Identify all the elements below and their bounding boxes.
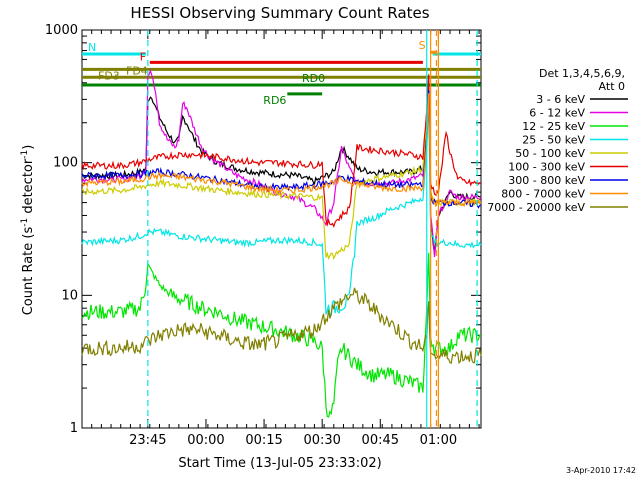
flag-label-fd4: FD4: [126, 64, 148, 77]
x-tick-label: 00:00: [187, 433, 224, 448]
plot-border: [81, 29, 482, 429]
legend-label: 100 - 300 keV: [508, 161, 585, 174]
legend-label: 3 - 6 keV: [536, 93, 585, 106]
x-tick-label: 23:45: [129, 433, 166, 448]
legend-label: 300 - 800 keV: [508, 174, 585, 187]
legend-label: 50 - 100 keV: [515, 147, 585, 160]
y-axis: 1 10 100 1000: [45, 23, 481, 436]
legend-label: 12 - 25 keV: [522, 120, 585, 133]
x-tick-label: 00:45: [362, 433, 399, 448]
series-line-7: [81, 93, 482, 208]
x-axis-label: Start Time (13-Jul-05 23:33:02): [178, 456, 381, 471]
flag-bars: NSFFD3FD4RD0RD6: [82, 39, 481, 107]
series-line-6: [81, 90, 482, 209]
legend-label: 7000 - 20000 keV: [487, 201, 585, 214]
legend-label: 6 - 12 keV: [529, 107, 585, 120]
legend-label: 25 - 50 keV: [522, 134, 585, 147]
x-tick-label: 00:30: [303, 433, 340, 448]
series-line-2: [81, 252, 482, 418]
plot-frame: [81, 29, 482, 429]
flag-label-s: S: [419, 39, 426, 52]
y-tick-label: 100: [53, 156, 78, 171]
y-tick-label: 10: [61, 288, 78, 303]
legend-header-line1: Det 1,3,4,5,6,9,: [539, 67, 625, 80]
vertical-markers: [147, 30, 478, 428]
legend-header-line2: Att 0: [599, 80, 625, 93]
flag-label-rd0: RD0: [302, 72, 325, 85]
y-axis-label: Count Rate (s-1 detector-1): [20, 145, 36, 316]
y-tick-label: 1: [70, 421, 78, 436]
series-line-4: [81, 73, 482, 261]
y-tick-label: 1000: [45, 23, 78, 38]
flag-label-rd6: RD6: [263, 94, 286, 107]
series-line-8: [81, 287, 482, 365]
footer-timestamp: 3-Apr-2010 17:42: [566, 466, 636, 475]
legend-label: 800 - 7000 keV: [501, 188, 585, 201]
series-line-3: [81, 102, 482, 316]
x-tick-label: 00:15: [245, 433, 282, 448]
flag-label-f: F: [140, 50, 146, 63]
series-lines: [81, 68, 482, 418]
flag-label-n: N: [88, 41, 96, 54]
x-axis: 23:45 00:00 00:15 00:30 00:45 01:00: [81, 30, 480, 448]
series-line-5: [81, 74, 482, 229]
chart-title: HESSI Observing Summary Count Rates: [130, 4, 429, 22]
x-tick-label: 01:00: [420, 433, 457, 448]
